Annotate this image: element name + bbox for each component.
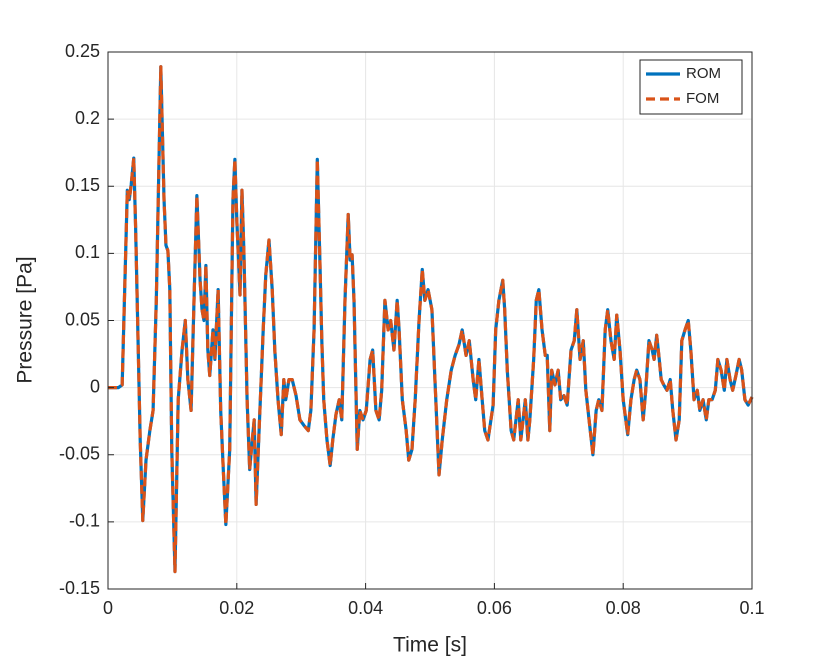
x-tick-label: 0.06: [477, 598, 512, 618]
y-tick-label: 0.25: [65, 41, 100, 61]
x-axis-label: Time [s]: [393, 634, 467, 657]
legend-label: FOM: [686, 90, 719, 107]
x-tick-label: 0: [103, 598, 113, 618]
ticks: 0 0.02 0.04 0.06 0.08 0.1 -0.15 -0.1 -0.05 0 0.05 0…: [59, 41, 765, 618]
y-tick-label: 0.1: [75, 242, 100, 262]
y-tick-label: 0.05: [65, 309, 100, 329]
x-tick-label: 0.02: [219, 598, 254, 618]
legend-box: [639, 59, 743, 115]
y-tick-label: 0.2: [75, 108, 100, 128]
lines: [108, 65, 754, 574]
y-axis-label: Pressure [Pa]: [14, 256, 37, 383]
y-tick-label: -0.15: [59, 578, 100, 598]
x-tick-label: 0.04: [348, 598, 383, 618]
line-series: [108, 65, 754, 574]
y-tick-label: -0.05: [59, 444, 100, 464]
y-tick-label: 0.15: [65, 175, 100, 195]
legend: ROM FOM: [639, 59, 743, 115]
y-tick-label: -0.1: [69, 511, 100, 531]
legend-label: ROM: [686, 65, 721, 82]
x-tick-label: 0.1: [739, 598, 764, 618]
y-tick-label: 0: [90, 376, 100, 396]
x-tick-label: 0.08: [606, 598, 641, 618]
